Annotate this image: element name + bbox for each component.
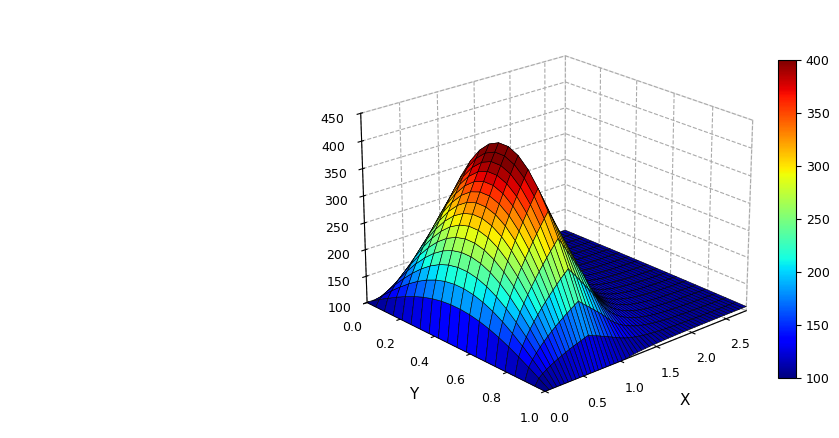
Y-axis label: Y: Y — [409, 387, 418, 402]
X-axis label: X: X — [680, 393, 690, 408]
